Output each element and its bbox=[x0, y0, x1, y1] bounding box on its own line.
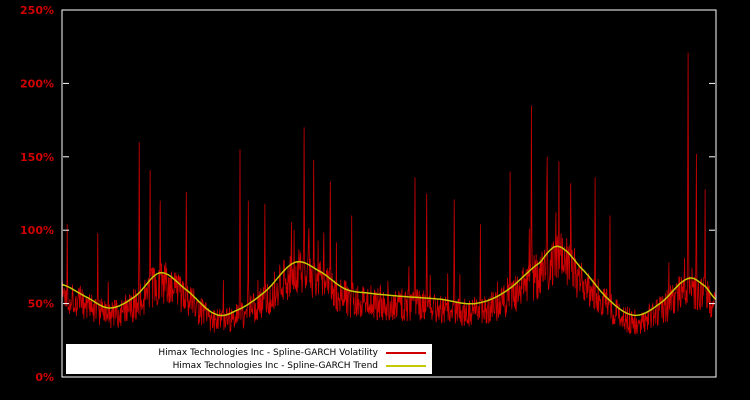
y-tick-label: 100% bbox=[20, 224, 54, 237]
legend-label-trend: Himax Technologies Inc - Spline-GARCH Tr… bbox=[172, 360, 378, 371]
y-tick-label: 250% bbox=[20, 4, 54, 17]
legend-sample-trend-line bbox=[386, 364, 426, 367]
series-trend-line bbox=[61, 245, 717, 317]
y-tick-label: 150% bbox=[20, 151, 54, 164]
y-tick-label: 0% bbox=[35, 371, 54, 384]
y-tick-label: 200% bbox=[20, 77, 54, 90]
legend-sample-volatility-line bbox=[386, 351, 426, 354]
legend-label-volatility: Himax Technologies Inc - Spline-GARCH Vo… bbox=[158, 347, 378, 358]
chart-legend: Himax Technologies Inc - Spline-GARCH Vo… bbox=[66, 344, 432, 374]
y-tick-label: 50% bbox=[28, 298, 54, 311]
plot-border bbox=[61, 9, 717, 378]
series-volatility-line bbox=[61, 52, 717, 335]
legend-item-volatility: Himax Technologies Inc - Spline-GARCH Vo… bbox=[66, 347, 426, 359]
legend-item-trend: Himax Technologies Inc - Spline-GARCH Tr… bbox=[66, 360, 426, 372]
